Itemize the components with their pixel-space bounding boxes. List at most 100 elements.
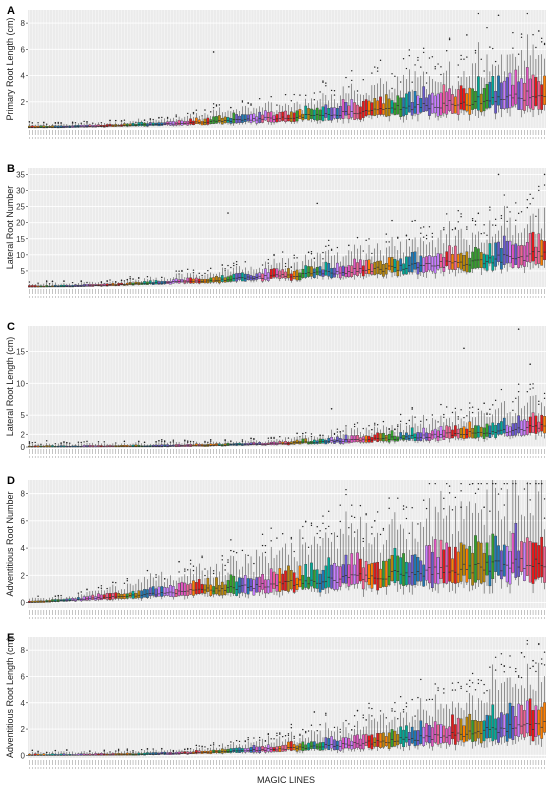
outlier-point <box>273 254 275 257</box>
box-iqr <box>491 76 495 105</box>
outlier-point <box>422 51 425 54</box>
box-line-69 <box>223 112 227 124</box>
outlier-point <box>187 112 189 115</box>
outlier-point <box>333 94 336 96</box>
outlier-point <box>460 409 462 411</box>
box-line-30 <box>111 280 115 286</box>
box-iqr <box>252 276 256 281</box>
box-iqr <box>238 442 241 446</box>
box-line-43 <box>148 276 152 285</box>
outlier-point <box>515 219 517 222</box>
outlier-point <box>322 251 324 254</box>
outlier-point <box>437 63 439 65</box>
box-iqr <box>338 438 342 444</box>
box-iqr <box>537 81 541 110</box>
box-iqr <box>359 259 362 274</box>
outlier-point <box>77 441 80 443</box>
box-line-47 <box>160 116 164 126</box>
box-iqr <box>445 251 449 267</box>
box-iqr <box>479 426 483 437</box>
outlier-point <box>408 54 411 57</box>
box-line-11 <box>56 284 60 288</box>
box-iqr <box>448 245 451 270</box>
box-iqr <box>465 428 469 439</box>
box-line-91 <box>287 105 290 122</box>
outlier-point <box>46 123 48 125</box>
box-line-145 <box>442 72 446 117</box>
box-iqr <box>287 114 290 122</box>
box-iqr <box>474 425 477 439</box>
outlier-point <box>526 199 528 201</box>
box-iqr <box>433 95 437 114</box>
outlier-point <box>293 93 295 96</box>
x-tick-labels <box>29 130 545 139</box>
box-iqr <box>436 93 440 117</box>
box-line-175 <box>528 55 532 113</box>
box-iqr <box>462 255 466 272</box>
outlier-point <box>457 418 459 420</box>
box-line-4 <box>36 122 40 129</box>
outlier-point <box>103 441 105 443</box>
outlier-point <box>48 283 51 285</box>
outlier-point <box>500 217 503 220</box>
box-iqr <box>258 111 262 123</box>
outlier-point <box>175 116 177 118</box>
box-line-27 <box>102 282 106 287</box>
outlier-point <box>374 422 376 425</box>
box-line-80 <box>255 108 259 126</box>
outlier-point <box>494 399 497 402</box>
outlier-point <box>71 121 74 123</box>
box-line-9 <box>51 123 54 129</box>
outlier-point <box>46 280 48 282</box>
box-iqr <box>419 255 423 273</box>
outlier-point <box>250 104 252 106</box>
box-line-83 <box>264 102 267 121</box>
box-iqr <box>324 104 328 118</box>
box-line-53 <box>177 116 181 127</box>
outlier-point <box>397 236 399 239</box>
box-iqr <box>485 254 489 271</box>
outlier-point <box>425 234 428 237</box>
x-tick-labels <box>29 449 545 458</box>
outlier-point <box>538 189 540 192</box>
outlier-point <box>457 221 459 223</box>
box-line-63 <box>206 114 210 126</box>
box-line-105 <box>327 100 331 121</box>
box-iqr <box>482 253 486 269</box>
box-iqr <box>425 432 428 441</box>
outlier-point <box>446 406 448 408</box>
outlier-point <box>466 415 468 417</box>
outlier-point <box>526 206 528 209</box>
box-line-114 <box>353 90 356 121</box>
outlier-point <box>123 119 126 121</box>
box-iqr <box>359 437 362 443</box>
box-iqr <box>416 95 420 115</box>
outlier-point <box>210 439 212 441</box>
box-line-48 <box>163 118 167 126</box>
box-iqr <box>534 415 538 434</box>
outlier-point <box>230 106 232 109</box>
box-iqr <box>252 113 256 122</box>
outlier-point <box>540 41 543 43</box>
outlier-point <box>486 26 488 29</box>
outlier-point <box>517 383 520 385</box>
box-line-54 <box>180 118 184 126</box>
outlier-point <box>86 281 88 284</box>
box-iqr <box>229 275 233 282</box>
box-line-120 <box>370 72 374 120</box>
outlier-point <box>509 211 511 213</box>
box-iqr <box>278 441 282 445</box>
box-iqr <box>451 429 454 439</box>
box-line-107 <box>333 90 336 120</box>
box-line-38 <box>134 121 138 127</box>
box-line-25 <box>97 282 100 287</box>
outlier-point <box>37 122 39 124</box>
outlier-point <box>474 49 477 52</box>
box-iqr <box>318 266 322 276</box>
box-line-15 <box>68 283 72 288</box>
box-line-129 <box>396 76 400 115</box>
box-iqr <box>74 125 77 128</box>
box-iqr <box>258 272 262 280</box>
outlier-point <box>54 443 57 445</box>
box-line-56 <box>186 112 190 126</box>
